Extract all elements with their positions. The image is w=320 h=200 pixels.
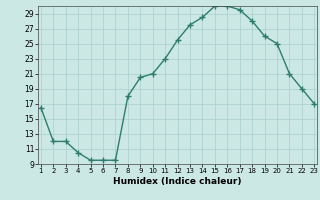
X-axis label: Humidex (Indice chaleur): Humidex (Indice chaleur) [113,177,242,186]
